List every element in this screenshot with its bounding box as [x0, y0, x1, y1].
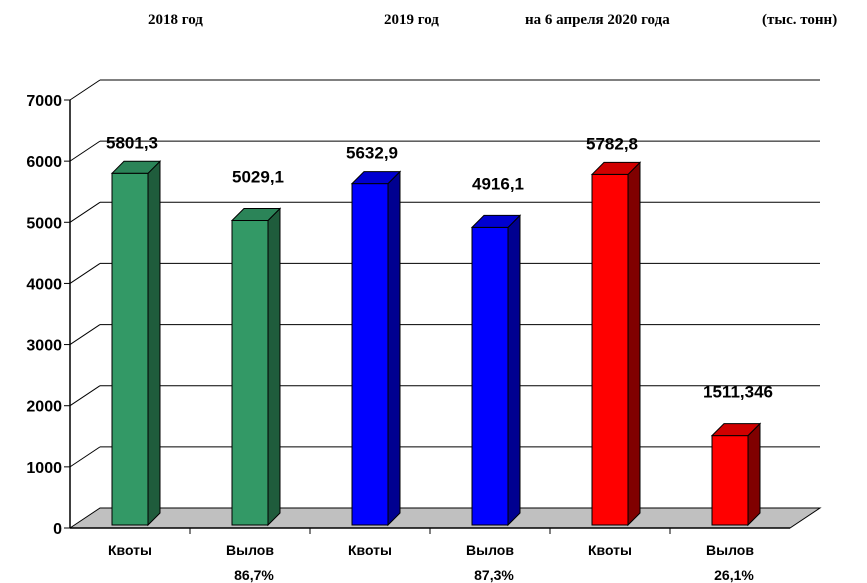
bar-top [230, 208, 282, 222]
bar-side [147, 160, 161, 527]
x-category-sublabel: 86,7% [234, 567, 274, 583]
gridline-diagonal [69, 79, 101, 101]
x-category-sublabel: 87,3% [474, 567, 514, 583]
chart-floor [68, 507, 822, 529]
gridline-diagonal [69, 201, 101, 223]
gridline-diagonal [69, 446, 101, 468]
bar-top [710, 423, 762, 437]
bar-front [591, 173, 629, 526]
x-category-label: Квоты [348, 542, 392, 558]
x-category-sublabel: 26,1% [714, 567, 754, 583]
bar-front [111, 172, 149, 526]
data-label: 5801,3 [106, 133, 158, 152]
y-tick-label: 7000 [26, 93, 62, 110]
x-category-label: Квоты [108, 542, 152, 558]
bar-front [711, 435, 749, 526]
header-2019: 2019 год [384, 12, 439, 28]
bar-front [471, 226, 509, 526]
bar-top [110, 160, 162, 174]
bar-top [590, 161, 642, 175]
bar-front [351, 183, 389, 526]
bar-side [267, 207, 281, 527]
bar-side [627, 161, 641, 527]
bar-side [507, 214, 521, 527]
x-category-label: Квоты [588, 542, 632, 558]
header-units: (тыс. тонн) [762, 12, 838, 28]
y-tick-label: 2000 [26, 399, 62, 416]
x-category-label: Вылов [226, 542, 274, 558]
y-tick-label: 3000 [26, 338, 62, 355]
gridline-diagonal [69, 324, 101, 345]
data-label: 4916,1 [472, 174, 524, 193]
data-label: 5632,9 [346, 144, 398, 163]
y-tick-label: 0 [53, 521, 62, 538]
data-label: 5782,8 [586, 134, 638, 153]
y-tick-label: 1000 [26, 460, 62, 477]
gridline-diagonal [69, 140, 101, 162]
header-2020: на 6 апреля 2020 года [525, 12, 670, 28]
y-tick-label: 4000 [26, 276, 62, 293]
bar-front [231, 220, 269, 526]
bar-top [470, 214, 522, 228]
y-tick-label: 5000 [26, 215, 62, 232]
gridline-diagonal [69, 385, 101, 407]
x-category-label: Вылов [706, 542, 754, 558]
x-category-label: Вылов [466, 542, 514, 558]
data-label: 1511,346 [703, 383, 773, 402]
gridline-diagonal [69, 263, 101, 284]
y-tick-label: 6000 [26, 154, 62, 171]
bar-side [387, 170, 401, 527]
data-label: 5029,1 [232, 168, 284, 187]
bar-side [747, 422, 761, 527]
bar-top [350, 171, 402, 185]
header-2018: 2018 год [148, 12, 203, 28]
